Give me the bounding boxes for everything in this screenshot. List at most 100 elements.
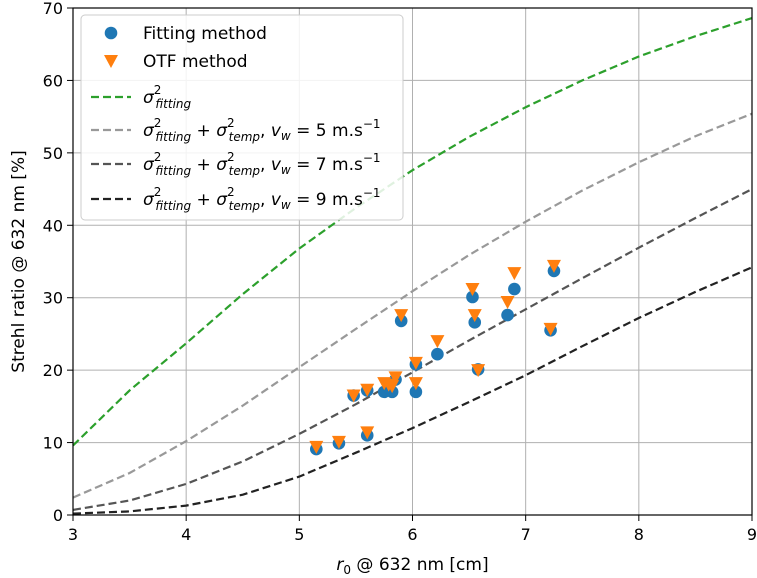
legend-sigma: σ xyxy=(143,155,155,175)
legend-sub: fitting xyxy=(155,97,191,111)
x-axis-label-main: r xyxy=(336,555,344,575)
y-tick-label: 0 xyxy=(53,506,63,525)
otf-point xyxy=(346,389,361,403)
otf-point xyxy=(543,322,558,336)
legend-sub2: temp xyxy=(229,130,261,144)
x-tick-label: 3 xyxy=(68,525,78,544)
legend-sub2: temp xyxy=(229,199,261,213)
legend-vsub: w xyxy=(281,198,291,212)
y-tick-label: 50 xyxy=(43,144,63,163)
legend-sup2: 2 xyxy=(227,185,235,199)
otf-point xyxy=(381,378,396,392)
legend-sup2: 2 xyxy=(227,150,235,164)
otf-point xyxy=(430,335,445,349)
legend-label: σ2 fitting + σ2 temp, vw = 5 m.s−1 xyxy=(143,116,381,144)
legend-vsub: w xyxy=(281,129,291,143)
legend-sup: 2 xyxy=(154,185,162,199)
otf-point xyxy=(507,267,522,281)
fitting-point xyxy=(501,308,514,322)
x-tick-label: 4 xyxy=(181,525,191,544)
legend-comma: , xyxy=(260,121,271,141)
legend-sup: 2 xyxy=(154,83,162,97)
otf-point xyxy=(546,259,561,273)
legend-sigma: σ xyxy=(143,88,155,108)
otf-point xyxy=(388,371,403,385)
legend-plus: + xyxy=(191,121,216,141)
fitting-point xyxy=(409,385,423,399)
y-axis-label: Strehl ratio @ 632 nm [%] xyxy=(9,150,29,372)
legend-sigma2: σ xyxy=(216,190,228,210)
measured-points xyxy=(309,259,561,456)
fitting-point xyxy=(508,282,521,296)
legend-v: v xyxy=(271,190,282,210)
legend-sub: fitting xyxy=(155,130,191,144)
legend-expo: −1 xyxy=(363,151,381,165)
otf-point xyxy=(467,309,482,323)
legend-sup2: 2 xyxy=(227,116,235,130)
x-tick-label: 8 xyxy=(634,525,644,544)
legend-sigma2: σ xyxy=(216,121,228,141)
legend-sigma: σ xyxy=(143,190,155,210)
legend-expo: −1 xyxy=(363,186,381,200)
legend-marker-otf xyxy=(104,55,118,68)
curve-3 xyxy=(72,112,753,499)
legend-expo: −1 xyxy=(363,117,381,131)
legend-sup: 2 xyxy=(154,116,162,130)
curve-4 xyxy=(72,188,753,511)
y-tick-label: 30 xyxy=(43,289,63,308)
legend-label: σ2 fitting + σ2 temp, vw = 9 m.s−1 xyxy=(143,185,381,213)
x-axis-label-rest: @ 632 nm [cm] xyxy=(351,555,489,575)
x-tick-label: 6 xyxy=(407,525,417,544)
legend-box xyxy=(80,14,404,221)
otf-point xyxy=(360,383,375,397)
x-tick-label: 7 xyxy=(521,525,531,544)
y-tick-label: 70 xyxy=(43,0,63,18)
otf-point xyxy=(309,440,324,454)
legend-v: v xyxy=(271,155,282,175)
x-tick-label: 9 xyxy=(747,525,757,544)
legend-sub: fitting xyxy=(155,164,191,178)
legend-sigma: σ xyxy=(143,121,155,141)
y-tick-label: 10 xyxy=(43,434,63,453)
legend-eq: = 9 m.s xyxy=(291,190,363,210)
otf-point xyxy=(331,435,346,449)
axis-ticks: 3 4 5 6 7 8 9 0 10 20 30 40 50 60 70 xyxy=(43,0,757,544)
model-curves xyxy=(72,17,753,515)
legend-label: Fitting method xyxy=(143,24,267,44)
otf-point xyxy=(394,309,409,323)
x-axis-label: r0 @ 632 nm [cm] xyxy=(336,555,488,577)
legend-sigma2: σ xyxy=(216,155,228,175)
legend-sub2: temp xyxy=(229,164,261,178)
legend-label: OTF method xyxy=(143,52,248,72)
legend-eq: = 7 m.s xyxy=(291,155,363,175)
otf-point xyxy=(408,356,423,370)
legend-comma: , xyxy=(260,190,271,210)
legend-v: v xyxy=(271,121,282,141)
otf-point xyxy=(471,364,486,378)
fitting-point xyxy=(466,290,479,304)
legend-sub: fitting xyxy=(155,199,191,213)
x-tick-label: 5 xyxy=(294,525,304,544)
curve-2 xyxy=(72,17,753,447)
legend-comma: , xyxy=(260,155,271,175)
otf-point xyxy=(500,296,515,310)
legend-plus: + xyxy=(191,155,216,175)
y-tick-label: 20 xyxy=(43,361,63,380)
otf-point xyxy=(465,283,480,297)
grid-lines xyxy=(72,7,753,516)
curve-5 xyxy=(72,266,753,515)
legend-marker-fitting xyxy=(104,26,118,40)
legend-eq: = 5 m.s xyxy=(291,121,363,141)
legend-label: σ2 fitting xyxy=(143,83,192,111)
fitting-point xyxy=(431,347,444,361)
otf-point xyxy=(360,426,375,440)
fitting-point xyxy=(468,316,482,329)
y-tick-label: 40 xyxy=(43,216,63,235)
legend-sup: 2 xyxy=(154,150,162,164)
otf-point xyxy=(408,377,423,391)
x-axis-label-sub: 0 xyxy=(343,563,351,577)
legend-label: σ2 fitting + σ2 temp, vw = 7 m.s−1 xyxy=(143,150,381,178)
legend-plus: + xyxy=(191,190,216,210)
